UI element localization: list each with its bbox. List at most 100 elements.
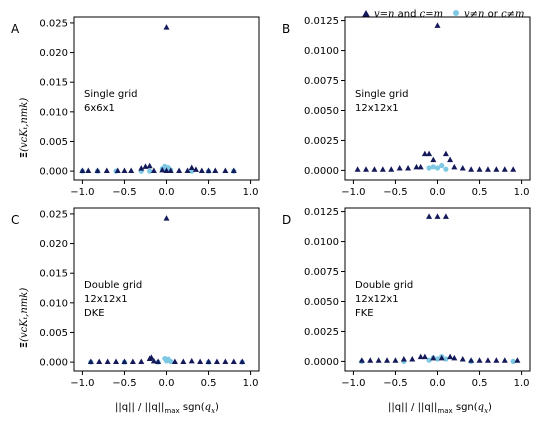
diag-point [205,167,212,174]
x-tick-label: 0.0 [159,378,175,389]
y-tick-label: 0.0050 [304,106,339,117]
diag-point [442,150,449,157]
y-tick-label: 0.0075 [304,267,339,278]
x-tick-label: 0.0 [430,378,446,389]
x-tick-label: −1.0 [341,378,365,389]
legend-triangle-marker [362,10,370,17]
y-tick-label: 0.020 [39,239,68,250]
x-tick-label: −0.5 [383,378,407,389]
y-tick-label: 0.0125 [304,16,339,27]
diag-point [163,24,170,30]
panel-D: D −1.0 −0.5 0.0 0.5 1.0 0.0000 0.0025 0.0050 0.00… [282,207,531,389]
diag-point [468,357,475,363]
diag-point [230,167,237,174]
panel-annotation: Single grid [84,89,138,100]
y-tick-label: 0.0050 [304,297,339,308]
y-tick-label: 0.010 [39,298,68,309]
x-tick-label: −1.0 [70,378,94,389]
diag-point [192,166,199,172]
diag-point [222,358,229,365]
diag-point [113,358,120,365]
diag-point [476,166,483,172]
diag-point [405,165,412,171]
panel-annotation: FKE [355,308,374,319]
diag-point [150,167,157,174]
y-tick-label: 0.000 [39,167,68,178]
diag-point [198,167,205,174]
diag-point [409,356,416,362]
x-tick-label: 0.5 [472,378,488,389]
x-tick-label: 1.0 [514,378,530,389]
legend-diag-label: v=n and c=m [374,9,443,20]
diag-point [159,166,166,173]
diag-point [501,357,508,363]
diag-point [129,358,136,365]
diag-point [128,167,135,174]
diag-point [96,358,103,365]
y-tick-label: 0.005 [39,137,68,148]
diag-point [213,358,220,365]
diag-point [451,354,458,361]
x-tick-label: −1.0 [70,187,94,198]
x-tick-label: 0.5 [201,187,217,198]
diag-point [121,358,128,365]
diag-point [447,353,454,360]
panel-annotation: 12x12x1 [355,294,399,305]
diag-point [442,213,449,219]
diag-point [180,358,187,365]
diag-point [138,358,145,365]
diag-point [114,167,121,174]
diag-point [493,166,500,172]
diag-point [146,162,153,169]
offdiag-point [510,358,516,365]
diag-point [176,167,183,174]
diag-point [417,353,424,360]
y-tick-label: 0.0075 [304,76,339,87]
diag-point [434,22,441,28]
diag-point [239,358,246,365]
x-tick-label: −0.5 [112,187,136,198]
y-tick-label: 0.0125 [304,207,339,218]
offdiag-point [426,357,432,363]
diag-point [375,357,382,363]
diag-point [142,163,149,169]
x-tick-label: 0.5 [472,187,488,198]
ylabel-bottom: Ξ(vcKₜ,nmk) [19,288,30,349]
panel-A: A −1.0 −0.5 0.0 0.5 1.0 0.000 0.005 0.010 0.015 0.… [11,16,260,198]
diag-point [171,358,178,365]
diag-point [430,354,437,361]
diag-point [501,166,508,172]
diag-point [396,165,403,171]
panel-annotation: Double grid [355,280,413,291]
x-tick-label: −0.5 [112,378,136,389]
xlabel-right: ||q|| / ||q||max sgn(qx) [388,402,492,415]
diag-point [484,166,491,172]
diag-point [230,358,237,365]
diag-point [392,357,399,363]
diag-point [94,167,101,174]
xlabel-left: ||q|| / ||q||max sgn(qx) [115,402,219,415]
diag-point [476,357,483,363]
diag-point [459,356,466,362]
diag-point [484,357,491,363]
y-tick-label: 0.0100 [304,46,339,57]
offdiag-point [439,163,445,169]
offdiag-point [434,165,441,171]
legend-circle-marker [453,10,459,16]
x-tick-label: 0.0 [430,187,446,198]
offdiag-point [147,168,153,174]
diag-point [163,215,170,221]
diag-point [184,167,191,174]
offdiag-point [430,164,436,170]
diag-point [426,213,433,219]
diag-point [354,166,361,172]
offdiag-point [443,166,449,172]
diag-point [417,163,424,170]
diag-point [430,156,437,163]
diag-point [367,357,374,363]
diag-point [426,150,433,157]
diag-point [447,156,454,163]
offdiag-point [426,165,432,171]
diag-point [150,357,157,364]
